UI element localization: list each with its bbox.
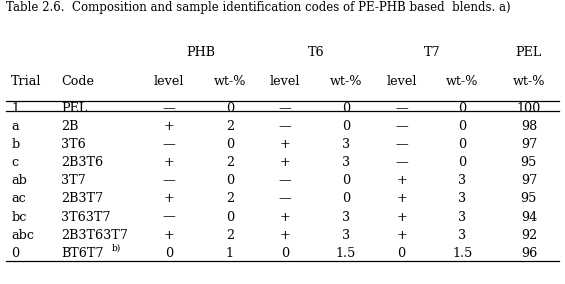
Text: 97: 97 — [521, 138, 537, 151]
Text: 0: 0 — [398, 247, 406, 260]
Text: wt-%: wt-% — [330, 75, 362, 88]
Text: wt-%: wt-% — [512, 75, 545, 88]
Text: 1.5: 1.5 — [336, 247, 357, 260]
Text: 95: 95 — [521, 193, 537, 205]
Text: 100: 100 — [517, 102, 541, 115]
Text: 0: 0 — [458, 102, 467, 115]
Text: 96: 96 — [521, 247, 537, 260]
Text: 1: 1 — [11, 102, 19, 115]
Text: —: — — [163, 102, 175, 115]
Text: 97: 97 — [521, 174, 537, 187]
Text: 92: 92 — [521, 229, 537, 242]
Text: —: — — [279, 120, 292, 133]
Text: +: + — [280, 210, 290, 224]
Text: 3: 3 — [458, 193, 467, 205]
Text: 2: 2 — [226, 156, 234, 169]
Text: 0: 0 — [342, 102, 350, 115]
Text: 0: 0 — [165, 247, 173, 260]
Text: PHB: PHB — [186, 45, 215, 59]
Text: 3: 3 — [458, 174, 467, 187]
Text: +: + — [396, 210, 407, 224]
Text: 3T6: 3T6 — [61, 138, 86, 151]
Text: 3: 3 — [342, 138, 350, 151]
Text: 0: 0 — [458, 156, 467, 169]
Text: —: — — [279, 102, 292, 115]
Text: 2: 2 — [226, 193, 234, 205]
Text: 3: 3 — [342, 156, 350, 169]
Text: —: — — [279, 193, 292, 205]
Text: 0: 0 — [11, 247, 19, 260]
Text: 98: 98 — [521, 120, 537, 133]
Text: +: + — [280, 229, 290, 242]
Text: —: — — [163, 210, 175, 224]
Text: +: + — [164, 229, 175, 242]
Text: b: b — [11, 138, 19, 151]
Text: Trial: Trial — [11, 75, 42, 88]
Text: a: a — [11, 120, 19, 133]
Text: 0: 0 — [226, 210, 234, 224]
Text: —: — — [395, 156, 408, 169]
Text: 3: 3 — [342, 229, 350, 242]
Text: 3: 3 — [458, 229, 467, 242]
Text: abc: abc — [11, 229, 34, 242]
Text: 0: 0 — [458, 120, 467, 133]
Text: 0: 0 — [342, 193, 350, 205]
Text: —: — — [395, 138, 408, 151]
Text: Table 2.6.  Composition and sample identification codes of PE-PHB based  blends.: Table 2.6. Composition and sample identi… — [6, 1, 510, 14]
Text: +: + — [164, 156, 175, 169]
Text: 1: 1 — [226, 247, 234, 260]
Text: +: + — [280, 156, 290, 169]
Text: 0: 0 — [226, 138, 234, 151]
Text: bc: bc — [11, 210, 27, 224]
Text: wt-%: wt-% — [446, 75, 479, 88]
Text: 2B3T7: 2B3T7 — [61, 193, 103, 205]
Text: 3T63T7: 3T63T7 — [61, 210, 111, 224]
Text: +: + — [164, 193, 175, 205]
Text: +: + — [396, 174, 407, 187]
Text: level: level — [386, 75, 417, 88]
Text: 3: 3 — [458, 210, 467, 224]
Text: +: + — [164, 120, 175, 133]
Text: +: + — [396, 229, 407, 242]
Text: BT6T7: BT6T7 — [61, 247, 103, 260]
Text: T7: T7 — [424, 45, 440, 59]
Text: 95: 95 — [521, 156, 537, 169]
Text: +: + — [396, 193, 407, 205]
Text: —: — — [163, 138, 175, 151]
Text: level: level — [154, 75, 184, 88]
Text: —: — — [163, 174, 175, 187]
Text: ac: ac — [11, 193, 26, 205]
Text: 2: 2 — [226, 120, 234, 133]
Text: c: c — [11, 156, 18, 169]
Text: PEL: PEL — [61, 102, 87, 115]
Text: 2: 2 — [226, 229, 234, 242]
Text: 94: 94 — [521, 210, 537, 224]
Text: —: — — [395, 120, 408, 133]
Text: 0: 0 — [281, 247, 289, 260]
Text: 2B: 2B — [61, 120, 79, 133]
Text: —: — — [279, 174, 292, 187]
Text: PEL: PEL — [516, 45, 542, 59]
Text: 0: 0 — [342, 174, 350, 187]
Text: 0: 0 — [342, 120, 350, 133]
Text: 2B3T6: 2B3T6 — [61, 156, 103, 169]
Text: 0: 0 — [226, 174, 234, 187]
Text: 1.5: 1.5 — [452, 247, 473, 260]
Text: T6: T6 — [307, 45, 324, 59]
Text: +: + — [280, 138, 290, 151]
Text: —: — — [395, 102, 408, 115]
Text: b): b) — [112, 243, 121, 252]
Text: 2B3T63T7: 2B3T63T7 — [61, 229, 128, 242]
Text: 3: 3 — [342, 210, 350, 224]
Text: wt-%: wt-% — [214, 75, 246, 88]
Text: 0: 0 — [226, 102, 234, 115]
Text: Code: Code — [61, 75, 94, 88]
Text: ab: ab — [11, 174, 27, 187]
Text: 3T7: 3T7 — [61, 174, 86, 187]
Text: level: level — [270, 75, 301, 88]
Text: 0: 0 — [458, 138, 467, 151]
